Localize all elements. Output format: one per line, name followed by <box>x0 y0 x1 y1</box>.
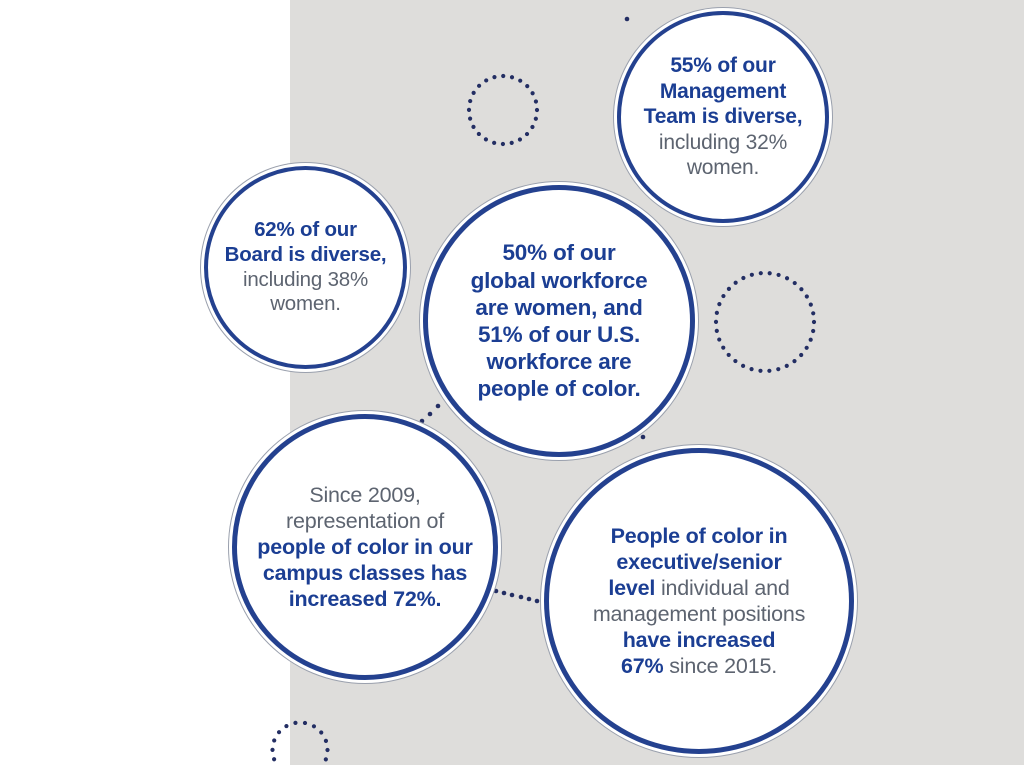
stat-emphasis: people of color in our campus classes ha… <box>257 535 473 611</box>
stat-emphasis: 62% of our Board is diverse, <box>224 217 387 266</box>
stat-text-board: 62% of our Board is diverse, including 3… <box>208 218 403 317</box>
stat-text-workforce: 50% of our global workforce are women, a… <box>428 239 690 402</box>
stat-detail: individual and management positions <box>592 576 806 626</box>
stat-bubble-campus: Since 2009, representation of people of … <box>232 414 498 680</box>
stat-detail: Since 2009, representation of <box>286 483 444 533</box>
stat-emphasis: 50% of our global workforce are women, a… <box>470 240 648 402</box>
stat-bubble-executive: People of color in executive/senior leve… <box>544 448 854 754</box>
stat-bubble-board: 62% of our Board is diverse, including 3… <box>204 166 407 369</box>
stat-detail: since 2015. <box>663 654 777 678</box>
stat-detail: including 32% women. <box>658 130 788 180</box>
stat-emphasis: have increased 67% <box>621 628 776 678</box>
stat-bubble-management: 55% of our Management Team is diverse, i… <box>617 11 829 223</box>
stat-text-executive: People of color in executive/senior leve… <box>549 523 849 679</box>
stat-emphasis: People of color in executive/senior leve… <box>608 524 788 600</box>
stat-bubble-workforce: 50% of our global workforce are women, a… <box>423 185 695 457</box>
stat-text-management: 55% of our Management Team is diverse, i… <box>621 53 825 180</box>
stat-emphasis: 55% of our Management Team is diverse, <box>643 54 803 129</box>
stat-text-campus: Since 2009, representation of people of … <box>237 482 493 612</box>
stat-detail: including 38% women. <box>242 267 369 316</box>
